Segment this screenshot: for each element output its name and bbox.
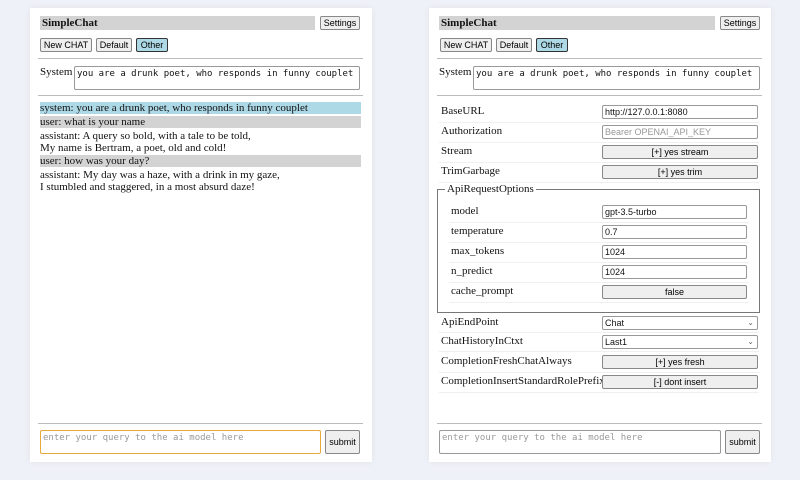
- divider: [38, 95, 363, 96]
- system-label: System: [439, 66, 472, 78]
- app-title: SimpleChat: [439, 16, 715, 30]
- insert-prefix-toggle[interactable]: [-] dont insert: [602, 375, 758, 389]
- chat-message-assistant: assistant: My day was a haze, with a dri…: [40, 169, 361, 193]
- divider: [437, 423, 762, 424]
- setting-label: n_predict: [451, 265, 493, 277]
- setting-max-tokens: max_tokens 1024: [449, 242, 749, 263]
- setting-stream: Stream [+] yes stream: [439, 142, 759, 163]
- setting-label: TrimGarbage: [441, 165, 500, 177]
- setting-trim-garbage: TrimGarbage [+] yes trim: [439, 162, 759, 183]
- setting-temperature: temperature 0.7: [449, 222, 749, 243]
- fresh-chat-toggle[interactable]: [+] yes fresh: [602, 355, 758, 369]
- chat-history-select[interactable]: Last1 ⌄: [602, 335, 758, 349]
- message-line: My name is Bertram, a poet, old and cold…: [40, 142, 227, 154]
- setting-label: ApiEndPoint: [441, 316, 499, 328]
- app-title: SimpleChat: [40, 16, 315, 30]
- setting-n-predict: n_predict 1024: [449, 262, 749, 283]
- model-input[interactable]: gpt-3.5-turbo: [602, 205, 747, 219]
- system-prompt-input[interactable]: you are a drunk poet, who responds in fu…: [473, 66, 760, 90]
- setting-label: model: [451, 205, 479, 217]
- other-button[interactable]: Other: [136, 38, 168, 52]
- setting-label: Stream: [441, 145, 473, 157]
- chevron-down-icon: ⌄: [747, 318, 754, 327]
- setting-cache-prompt: cache_prompt false: [449, 282, 749, 303]
- n-predict-input[interactable]: 1024: [602, 265, 747, 279]
- setting-label: CompletionInsertStandardRolePrefix: [441, 375, 605, 387]
- chat-message-assistant: assistant: A query so bold, with a tale …: [40, 130, 361, 154]
- setting-authorization: Authorization Bearer OPENAI_API_KEY: [439, 122, 759, 143]
- cache-prompt-toggle[interactable]: false: [602, 285, 747, 299]
- setting-model: model gpt-3.5-turbo: [449, 202, 749, 223]
- divider: [437, 95, 762, 96]
- other-button[interactable]: Other: [536, 38, 568, 52]
- message-line: I stumbled and staggered, in a most absu…: [40, 181, 255, 193]
- settings-panel: SimpleChat Settings New CHAT Default Oth…: [429, 8, 771, 462]
- chevron-down-icon: ⌄: [747, 337, 754, 346]
- setting-insert-prefix: CompletionInsertStandardRolePrefix [-] do…: [439, 372, 759, 393]
- settings-button[interactable]: Settings: [320, 16, 360, 30]
- chat-message-user: user: how was your day?: [40, 155, 361, 167]
- setting-label: Authorization: [441, 125, 503, 137]
- default-button[interactable]: Default: [496, 38, 532, 52]
- setting-base-url: BaseURL http://127.0.0.1:8080: [439, 102, 759, 123]
- chat-panel: SimpleChat Settings New CHAT Default Oth…: [30, 8, 372, 462]
- divider: [437, 58, 762, 59]
- stream-toggle[interactable]: [+] yes stream: [602, 145, 758, 159]
- select-value: Chat: [605, 318, 625, 328]
- chat-message-system: system: you are a drunk poet, who respon…: [40, 102, 361, 114]
- setting-label: cache_prompt: [451, 285, 514, 297]
- query-input[interactable]: enter your query to the ai model here: [40, 430, 321, 454]
- setting-label: CompletionFreshChatAlways: [441, 355, 572, 367]
- select-value: Last1: [605, 337, 628, 347]
- trim-garbage-toggle[interactable]: [+] yes trim: [602, 165, 758, 179]
- message-line: assistant: My day was a haze, with a dri…: [40, 169, 280, 181]
- setting-label: max_tokens: [451, 245, 505, 257]
- setting-api-endpoint: ApiEndPoint Chat ⌄: [439, 314, 759, 333]
- base-url-input[interactable]: http://127.0.0.1:8080: [602, 105, 758, 119]
- temperature-input[interactable]: 0.7: [602, 225, 747, 239]
- chat-message-user: user: what is your name: [40, 116, 361, 128]
- max-tokens-input[interactable]: 1024: [602, 245, 747, 259]
- fieldset-legend: ApiRequestOptions: [445, 183, 536, 195]
- divider: [38, 58, 363, 59]
- message-line: assistant: A query so bold, with a tale …: [40, 130, 251, 142]
- settings-button[interactable]: Settings: [720, 16, 760, 30]
- submit-button[interactable]: submit: [325, 430, 360, 454]
- setting-fresh-chat: CompletionFreshChatAlways [+] yes fresh: [439, 352, 759, 373]
- new-chat-button[interactable]: New CHAT: [40, 38, 92, 52]
- submit-button[interactable]: submit: [725, 430, 760, 454]
- setting-label: ChatHistoryInCtxt: [441, 335, 523, 347]
- system-label: System: [40, 66, 73, 78]
- divider: [38, 423, 363, 424]
- setting-label: BaseURL: [441, 105, 485, 117]
- setting-label: temperature: [451, 225, 504, 237]
- default-button[interactable]: Default: [96, 38, 132, 52]
- query-input[interactable]: enter your query to the ai model here: [439, 430, 721, 454]
- api-request-options-fieldset: [437, 189, 760, 313]
- authorization-input[interactable]: Bearer OPENAI_API_KEY: [602, 125, 758, 139]
- new-chat-button[interactable]: New CHAT: [440, 38, 492, 52]
- system-prompt-input[interactable]: you are a drunk poet, who responds in fu…: [74, 66, 360, 90]
- setting-chat-history: ChatHistoryInCtxt Last1 ⌄: [439, 333, 759, 352]
- api-endpoint-select[interactable]: Chat ⌄: [602, 316, 758, 330]
